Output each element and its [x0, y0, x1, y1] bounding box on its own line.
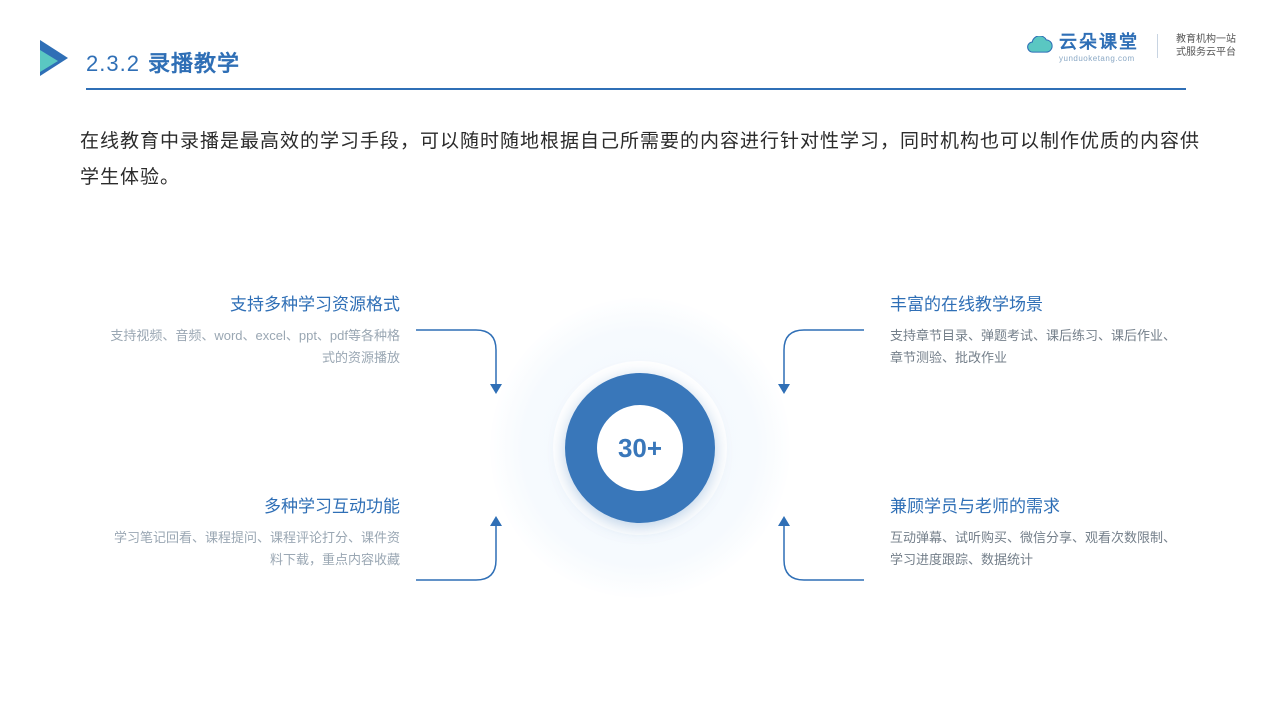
feature-br: 兼顾学员与老师的需求 互动弹幕、试听购买、微信分享、观看次数限制、学习进度跟踪、…: [890, 492, 1180, 571]
section-arrow-icon: [36, 36, 74, 80]
tagline-line-2: 式服务云平台: [1176, 46, 1236, 59]
feature-desc: 互动弹幕、试听购买、微信分享、观看次数限制、学习进度跟踪、数据统计: [890, 527, 1180, 571]
brand-name: 云朵课堂: [1059, 28, 1139, 54]
intro-paragraph: 在线教育中录播是最高效的学习手段，可以随时随地根据自己所需要的内容进行针对性学习…: [80, 124, 1200, 196]
feature-title: 多种学习互动功能: [110, 492, 400, 517]
center-value: 30+: [597, 405, 683, 491]
feature-bl: 多种学习互动功能 学习笔记回看、课程提问、课程评论打分、课件资料下载，重点内容收…: [110, 492, 400, 571]
feature-desc: 支持章节目录、弹题考试、课后练习、课后作业、章节测验、批改作业: [890, 325, 1180, 369]
feature-title: 支持多种学习资源格式: [110, 290, 400, 315]
feature-title: 丰富的在线教学场景: [890, 290, 1180, 315]
feature-desc: 学习笔记回看、课程提问、课程评论打分、课件资料下载，重点内容收藏: [110, 527, 400, 571]
feature-tr: 丰富的在线教学场景 支持章节目录、弹题考试、课后练习、课后作业、章节测验、批改作…: [890, 290, 1180, 369]
center-ring-group: 30+: [490, 298, 790, 598]
cloud-icon: [1025, 36, 1053, 56]
tagline-line-1: 教育机构一站: [1176, 33, 1236, 46]
feature-desc: 支持视频、音频、word、excel、ppt、pdf等各种格式的资源播放: [110, 325, 400, 369]
hub-diagram: 30+ 支持多种学习资源格式 支持视频、音频、word、excel、ppt、pd…: [0, 258, 1280, 638]
brand-tagline: 教育机构一站 式服务云平台: [1176, 33, 1236, 59]
logo-separator: [1157, 34, 1158, 58]
feature-tl: 支持多种学习资源格式 支持视频、音频、word、excel、ppt、pdf等各种…: [110, 290, 400, 369]
section-title: 录播教学: [148, 46, 240, 78]
feature-title: 兼顾学员与老师的需求: [890, 492, 1180, 517]
brand-domain: yunduoketang.com: [1059, 54, 1139, 63]
brand-logo: 云朵课堂 yunduoketang.com 教育机构一站 式服务云平台: [1025, 28, 1236, 63]
title-underline: [86, 88, 1186, 90]
section-number: 2.3.2: [86, 51, 140, 77]
